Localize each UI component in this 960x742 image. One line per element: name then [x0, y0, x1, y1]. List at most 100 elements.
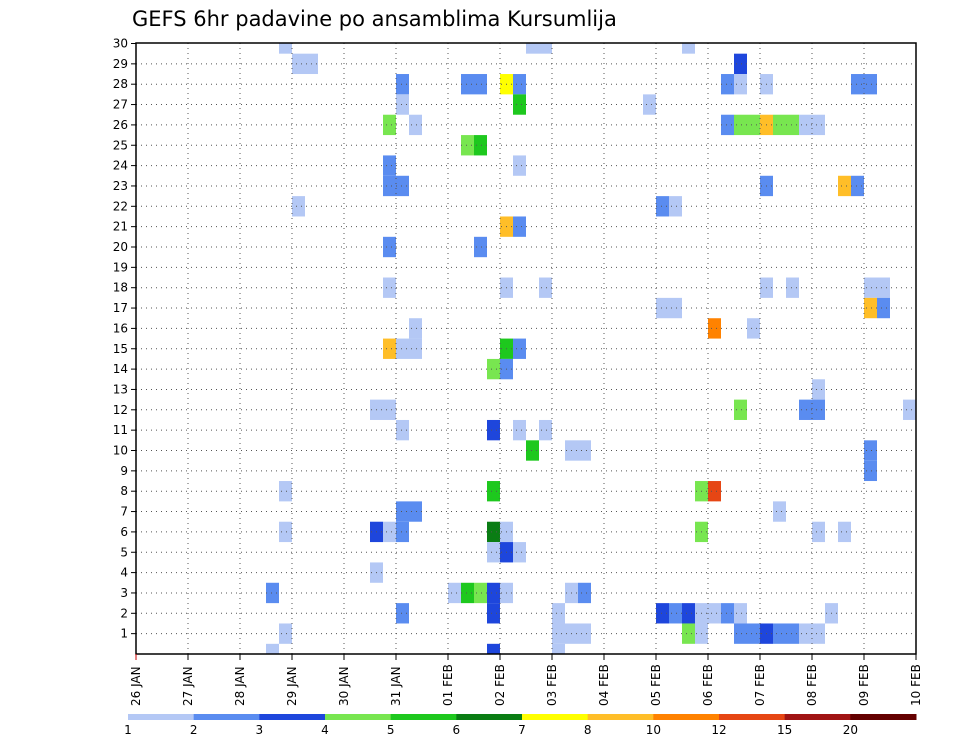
- precip-cell: [903, 399, 916, 420]
- precip-cell: [786, 623, 799, 644]
- colorbar-label: 12: [711, 723, 726, 737]
- precip-cell: [513, 338, 526, 359]
- precip-cell: [474, 582, 487, 604]
- precip-cell: [409, 338, 422, 359]
- colorbar-label: 15: [777, 723, 792, 737]
- precip-cell: [474, 74, 487, 95]
- y-tick-label: 1: [120, 627, 128, 641]
- x-tick-label: 04 FEB: [597, 664, 611, 706]
- precip-cell: [396, 74, 409, 95]
- colorbar-swatch: [259, 714, 326, 720]
- precip-cell: [383, 521, 396, 543]
- precip-cell: [539, 277, 552, 298]
- precip-cell: [474, 135, 487, 156]
- precip-cell: [383, 277, 396, 298]
- y-tick-label: 20: [113, 240, 128, 254]
- precip-cell: [643, 94, 656, 115]
- precip-cell: [578, 582, 591, 604]
- precip-cell: [734, 74, 747, 95]
- precip-cell: [864, 440, 877, 461]
- precip-cell: [799, 399, 812, 420]
- colorbar-swatch: [390, 714, 457, 720]
- colorbar-label: 5: [387, 723, 395, 737]
- precip-cell: [383, 338, 396, 359]
- precip-cell: [838, 175, 851, 197]
- precip-cell: [409, 501, 422, 522]
- precip-cell: [487, 542, 500, 563]
- y-tick-label: 23: [113, 179, 128, 193]
- x-tick-label: 06 FEB: [701, 664, 715, 706]
- y-tick-label: 28: [113, 77, 128, 91]
- precip-cell: [734, 114, 747, 136]
- y-tick-label: 6: [120, 525, 128, 539]
- precip-cell: [578, 623, 591, 644]
- colorbar-swatch: [522, 714, 589, 720]
- precip-cell: [812, 379, 825, 400]
- precip-cell: [864, 277, 877, 298]
- precip-cell: [396, 419, 409, 441]
- y-tick-label: 3: [120, 586, 128, 600]
- y-tick-label: 22: [113, 199, 128, 213]
- precip-cell: [513, 419, 526, 441]
- y-tick-label: 16: [113, 321, 128, 335]
- colorbar-label: 4: [321, 723, 329, 737]
- precip-cell: [734, 623, 747, 644]
- precip-cell: [396, 603, 409, 624]
- precip-cell: [396, 94, 409, 115]
- precip-cell: [773, 623, 786, 644]
- colorbar-swatch: [587, 714, 654, 720]
- precip-cell: [526, 43, 539, 54]
- precip-cell: [487, 481, 500, 502]
- precip-cell: [409, 318, 422, 339]
- precip-cell: [461, 135, 474, 156]
- precip-cell: [773, 114, 786, 136]
- colorbar-label: 20: [843, 723, 858, 737]
- precip-cell: [539, 43, 552, 54]
- precip-cell: [812, 521, 825, 543]
- precip-cell: [786, 114, 799, 136]
- y-tick-label: 30: [113, 37, 128, 51]
- x-axis: 26 JAN 27 JAN 28 JAN 29 JAN 30 JAN 31 JAN 01 F…: [129, 654, 923, 706]
- precip-cell: [461, 74, 474, 95]
- gridlines: [136, 43, 916, 654]
- precip-cell: [396, 521, 409, 543]
- precip-cell: [474, 236, 487, 258]
- precip-cell: [279, 521, 292, 543]
- precip-cell: [669, 603, 682, 624]
- y-tick-label: 8: [120, 484, 128, 498]
- precip-cell: [292, 53, 305, 75]
- y-tick-label: 10: [113, 444, 128, 458]
- y-tick-label: 11: [113, 423, 128, 437]
- x-tick-label: 10 FEB: [909, 664, 923, 706]
- precip-cell: [526, 440, 539, 461]
- colorbar-swatch: [128, 714, 195, 720]
- y-tick-label: 5: [120, 545, 128, 559]
- precip-cell: [656, 297, 669, 319]
- precip-cell: [448, 582, 461, 604]
- precip-cell: [279, 623, 292, 644]
- y-tick-label: 15: [113, 342, 128, 356]
- precip-cell: [396, 175, 409, 197]
- y-tick-label: 9: [120, 464, 128, 478]
- precip-cell: [552, 603, 565, 624]
- precip-cell: [851, 74, 864, 95]
- x-tick-label: 29 JAN: [285, 666, 299, 706]
- precip-cell: [864, 74, 877, 95]
- precip-cell: [734, 53, 747, 75]
- precip-cell: [279, 481, 292, 502]
- colorbar-label: 10: [646, 723, 661, 737]
- precip-cell: [266, 582, 279, 604]
- precip-cell: [838, 521, 851, 543]
- precip-cell: [864, 297, 877, 319]
- y-tick-label: 19: [113, 260, 128, 274]
- precip-cell: [708, 318, 721, 339]
- x-tick-label: 31 JAN: [389, 666, 403, 706]
- precip-cell: [799, 623, 812, 644]
- precip-cell: [513, 74, 526, 95]
- precip-cell: [279, 43, 292, 54]
- colorbar-swatch: [850, 714, 917, 720]
- precip-cell: [682, 623, 695, 644]
- colorbar-label: 2: [190, 723, 198, 737]
- x-tick-label: 08 FEB: [805, 664, 819, 706]
- precip-cell: [812, 114, 825, 136]
